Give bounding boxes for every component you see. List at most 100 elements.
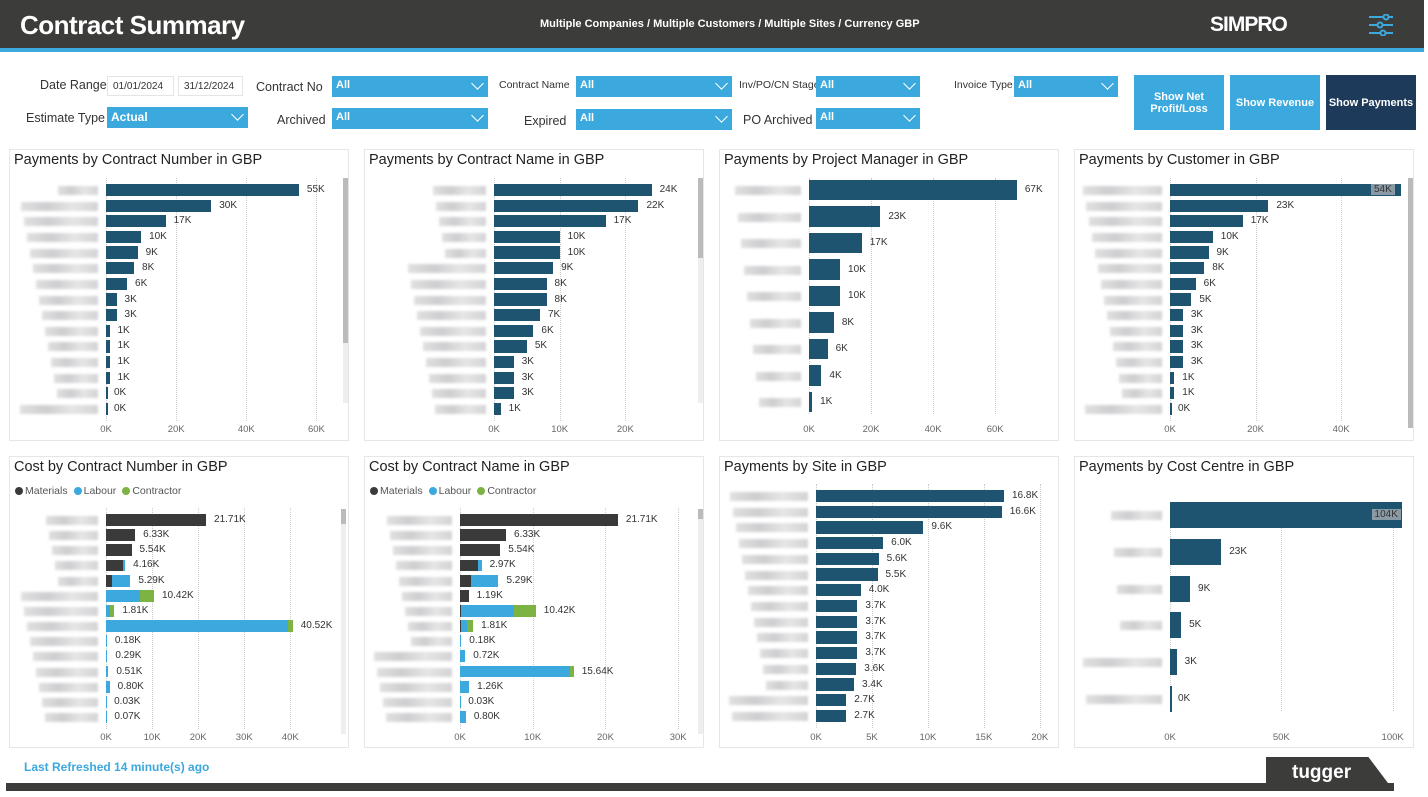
data-label: 3.4K [862, 678, 883, 690]
show-revenue-button[interactable]: Show Revenue [1230, 75, 1320, 130]
bar-contractor [140, 589, 154, 602]
data-label: 5.54K [508, 544, 535, 556]
estimate-type-dropdown[interactable]: Actual [107, 107, 248, 128]
legend-dot-icon [73, 487, 82, 496]
legend-label: Labour [438, 485, 472, 497]
date-start-input[interactable]: 01/01/2024 [107, 76, 174, 96]
tugger-brand: tugger [1292, 762, 1352, 783]
bar-labour [106, 665, 109, 678]
data-label: 23K [888, 210, 907, 222]
show-payments-button[interactable]: Show Payments [1326, 75, 1416, 130]
chevron-down-icon [231, 108, 244, 121]
chart-panel: Payments by Site in GBP 0K 5K 10K 15K 20K 16.8… [719, 456, 1059, 748]
data-label: 5.6K [886, 552, 908, 564]
data-label: 0.72K [473, 650, 500, 662]
category-label-redacted [736, 523, 808, 533]
date-end-input[interactable]: 31/12/2024 [178, 76, 243, 96]
invoice-type-dropdown[interactable]: All [1014, 76, 1118, 97]
bar [106, 402, 108, 416]
gridline [1341, 178, 1343, 421]
data-label: 5.54K [139, 544, 166, 556]
invoice-type-label: Invoice Type [954, 79, 1013, 91]
bar [1170, 230, 1213, 243]
category-label-redacted [24, 217, 98, 227]
data-label: 30K [219, 199, 238, 211]
data-label: 21.71K [625, 514, 658, 525]
bar [1170, 387, 1175, 400]
scrollbar[interactable] [698, 509, 703, 734]
axis-tick-label: 40K [924, 424, 942, 435]
bar-labour [460, 665, 570, 678]
data-label: 10K [848, 263, 866, 275]
bar [1170, 262, 1205, 275]
legend-item: Contractor [477, 485, 536, 497]
data-label: 55K [306, 184, 325, 195]
category-label-redacted [42, 311, 98, 321]
category-label-redacted [735, 186, 801, 195]
axis-tick-label: 0K [454, 732, 466, 743]
gridline [678, 508, 680, 729]
category-label-redacted [426, 358, 486, 368]
show-net-profit-button[interactable]: Show Net Profit/Loss [1134, 75, 1224, 130]
data-label: 6K [541, 324, 554, 336]
category-label-redacted [742, 554, 808, 564]
category-label-redacted [33, 264, 98, 274]
contract-no-dropdown[interactable]: All [332, 76, 488, 97]
axis-tick-label: 10K [551, 424, 569, 435]
scroll-thumb [341, 509, 346, 524]
data-label: 9K [1216, 246, 1229, 258]
axis-tick-label: 10K [919, 732, 937, 743]
gridline [871, 484, 873, 728]
bar-materials [460, 589, 469, 602]
category-label-redacted [405, 606, 452, 616]
expired-value: All [580, 112, 595, 124]
category-label-redacted [1086, 201, 1162, 211]
data-label: 6K [1203, 277, 1216, 289]
scrollbar[interactable] [1408, 178, 1413, 428]
bar [494, 371, 514, 384]
page-title: Contract Summary [20, 10, 245, 40]
category-label-redacted [763, 664, 808, 674]
scrollbar[interactable] [698, 178, 703, 403]
bar [816, 678, 855, 691]
chart-title: Payments by Contract Number in GBP [14, 152, 263, 168]
data-label: 24K [659, 184, 678, 195]
bar-labour [470, 574, 499, 587]
bar [816, 709, 847, 723]
data-label: 10.42K [543, 604, 576, 616]
category-label-redacted [429, 373, 486, 383]
chevron-down-icon [471, 77, 484, 90]
data-label: 1.26K [477, 680, 504, 692]
scrollbar[interactable] [343, 178, 348, 403]
data-label: 9.6K [931, 521, 952, 533]
bar [106, 262, 135, 275]
sliders-icon[interactable] [1368, 14, 1394, 36]
data-label: 9K [561, 262, 574, 274]
category-label-redacted [423, 342, 486, 352]
bar [106, 387, 108, 400]
scrollbar[interactable] [341, 509, 346, 734]
chart-panel: Payments by Contract Number in GBP 0K 20K 4… [9, 149, 349, 441]
data-label: 0K [114, 403, 127, 414]
chart-panel: Cost by Contract Name in GBP Materials Lab… [364, 456, 704, 748]
bar [1170, 340, 1183, 353]
axis-tick-label: 0K [1164, 424, 1176, 435]
stage-dropdown[interactable]: All [816, 76, 920, 97]
category-label-redacted [420, 326, 486, 336]
bar [106, 215, 166, 228]
po-archived-dropdown[interactable]: All [816, 108, 920, 129]
expired-dropdown[interactable]: All [576, 109, 732, 130]
category-label-redacted [1116, 358, 1162, 368]
bar-labour [106, 650, 108, 663]
bar [106, 355, 110, 369]
category-label-redacted [439, 217, 486, 227]
chevron-down-icon [715, 77, 728, 90]
archived-dropdown[interactable]: All [332, 108, 488, 129]
contract-name-dropdown[interactable]: All [576, 76, 732, 97]
header-bar: Contract Summary Multiple Companies / Mu… [0, 0, 1424, 52]
category-label-redacted [747, 292, 801, 301]
category-label-redacted [390, 531, 452, 541]
category-label-redacted [436, 201, 486, 211]
category-label-redacted [30, 248, 98, 258]
data-label: 0.80K [117, 680, 144, 692]
